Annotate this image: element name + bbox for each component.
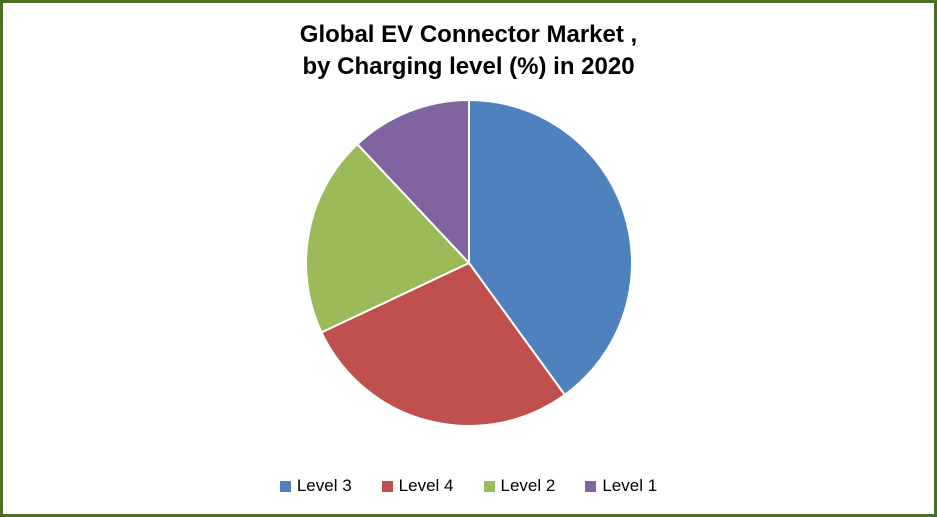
legend-item-level-2: Level 2 xyxy=(483,476,556,496)
pie-chart-area xyxy=(3,95,934,435)
legend-label: Level 1 xyxy=(602,476,658,495)
legend-item-level-3: Level 3 xyxy=(279,476,352,496)
chart-title-line-1: Global EV Connector Market , xyxy=(299,21,638,48)
legend-label: Level 4 xyxy=(398,476,454,495)
legend-label: Level 2 xyxy=(500,476,556,495)
legend-label: Level 3 xyxy=(296,476,352,495)
legend-swatch xyxy=(279,480,291,492)
chart-title: Global EV Connector Market , by Charging… xyxy=(3,19,934,83)
legend-swatch xyxy=(483,480,495,492)
legend-swatch xyxy=(585,480,597,492)
legend-item-level-4: Level 4 xyxy=(381,476,454,496)
pie-slice-level-2 xyxy=(304,143,470,334)
pie-slice-level-4 xyxy=(320,262,566,427)
chart-legend: Level 3 Level 4 Level 2 Level 1 xyxy=(3,476,934,496)
pie-slice-level-3 xyxy=(467,99,633,396)
pie-slice-level-1 xyxy=(355,99,470,264)
chart-title-line-2: by Charging level (%) in 2020 xyxy=(302,53,635,80)
pie-chart xyxy=(304,99,633,427)
legend-item-level-1: Level 1 xyxy=(585,476,657,496)
legend-swatch xyxy=(381,480,393,492)
